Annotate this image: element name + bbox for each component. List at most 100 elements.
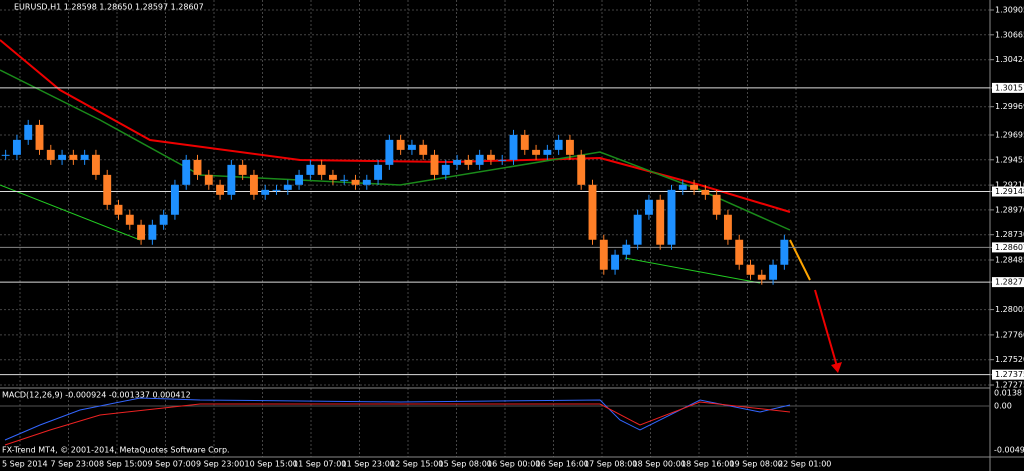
candle xyxy=(712,194,721,215)
macd-signal xyxy=(4,401,791,446)
candle xyxy=(769,264,778,280)
candle xyxy=(656,199,665,245)
candle xyxy=(407,144,416,150)
x-tick-label: 18 Sep 16:00 xyxy=(681,460,734,469)
candle xyxy=(475,154,484,165)
candle xyxy=(622,244,631,255)
y-tick-label: 1.27375 xyxy=(995,370,1024,379)
y-tick-label: 1.29695 xyxy=(995,131,1024,140)
candle xyxy=(780,239,789,265)
candle xyxy=(35,124,44,150)
candle xyxy=(295,174,304,185)
y-tick-label: 1.28607 xyxy=(995,243,1024,252)
candle xyxy=(182,159,191,185)
candle xyxy=(340,179,349,181)
candle xyxy=(12,139,21,155)
y-tick-label: 1.27760 xyxy=(995,330,1024,339)
candle xyxy=(453,159,462,165)
candle xyxy=(159,214,168,225)
candle xyxy=(509,134,518,160)
price-label-box xyxy=(992,369,1024,380)
candle xyxy=(419,144,428,155)
candle xyxy=(328,174,337,180)
x-tick-label: 5 Sep 2014 xyxy=(2,460,48,469)
y-tick-label: 1.29969 xyxy=(995,102,1024,111)
macd-line xyxy=(4,397,791,441)
candle xyxy=(701,189,710,195)
candle xyxy=(599,239,608,270)
candle xyxy=(543,149,552,155)
candle xyxy=(58,154,67,160)
candle xyxy=(385,139,394,165)
y-tick-label: 1.28485 xyxy=(995,256,1024,265)
candle xyxy=(69,154,78,160)
candle xyxy=(611,254,620,270)
x-tick-label: 16 Sep 16:00 xyxy=(536,460,589,469)
candle xyxy=(520,134,529,150)
y-tick-label: 1.28970 xyxy=(995,205,1024,214)
price-label-box xyxy=(992,242,1024,253)
candle xyxy=(690,184,699,190)
y-tick-label: 1.30665 xyxy=(995,30,1024,39)
candle xyxy=(204,174,213,185)
candle xyxy=(283,184,292,190)
x-tick-label: 11 Sep 07:00 xyxy=(293,460,346,469)
x-tick-label: 9 Sep 07:00 xyxy=(148,460,196,469)
candle xyxy=(170,184,179,215)
trend-line xyxy=(624,257,761,284)
candle xyxy=(227,164,236,195)
x-tick-label: 7 Sep 23:00 xyxy=(51,460,99,469)
x-tick-label: 9 Sep 23:00 xyxy=(196,460,244,469)
candle xyxy=(723,214,732,240)
x-tick-label: 16 Sep 00:00 xyxy=(487,460,540,469)
price-label-box xyxy=(992,277,1024,288)
forecast-arrow xyxy=(789,239,811,281)
x-tick-label: 10 Sep 15:00 xyxy=(245,460,298,469)
x-tick-label: 12 Sep 15:00 xyxy=(390,460,443,469)
footer: FX-Trend MT4, © 2001-2014, MetaQuotes So… xyxy=(2,446,230,455)
candle xyxy=(91,154,100,175)
y-tick-label: 1.29455 xyxy=(995,155,1024,164)
candle xyxy=(588,184,597,240)
y-tick-label: 1.29210 xyxy=(995,181,1024,190)
y-tick-label: 1.28730 xyxy=(995,230,1024,239)
y-tick-label: 1.27520 xyxy=(995,355,1024,364)
x-tick-label: 11 Sep 23:00 xyxy=(342,460,395,469)
forecast-arrow xyxy=(814,289,839,371)
moving-average-2 xyxy=(0,69,791,231)
candle xyxy=(261,189,270,195)
candle xyxy=(80,154,89,160)
symbol-header: EURUSD,H1 1.28598 1.28650 1.28597 1.2860… xyxy=(14,3,204,12)
candle xyxy=(137,224,146,240)
candle xyxy=(351,179,360,185)
candle xyxy=(193,159,202,175)
candle xyxy=(374,164,383,180)
candle xyxy=(577,154,586,185)
candle xyxy=(667,189,676,245)
candle xyxy=(114,204,123,215)
candle xyxy=(317,164,326,175)
x-tick-label: 17 Sep 08:00 xyxy=(584,460,637,469)
candle xyxy=(362,179,371,185)
candle xyxy=(678,184,687,190)
y-tick-label: 1.28005 xyxy=(995,305,1024,314)
candle xyxy=(735,239,744,265)
candle xyxy=(125,214,134,225)
trend-line xyxy=(0,184,141,241)
candle xyxy=(633,214,642,245)
candle xyxy=(46,149,55,160)
candle xyxy=(644,199,653,215)
candle xyxy=(249,174,258,195)
candle xyxy=(1,154,10,156)
indicator-header: MACD(12,26,9) -0.000924 -0.001337 0.0004… xyxy=(2,391,191,400)
candle xyxy=(306,164,315,175)
price-label-box xyxy=(992,186,1024,197)
arrow-head xyxy=(831,362,842,373)
candle xyxy=(216,184,225,195)
candle xyxy=(554,139,563,150)
